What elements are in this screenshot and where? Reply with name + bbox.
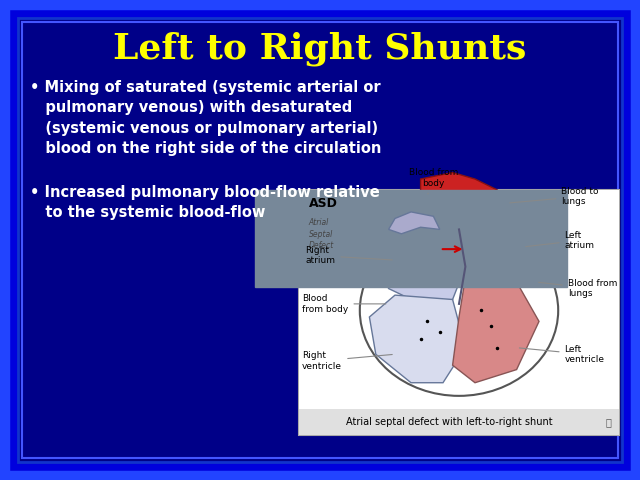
Text: Right
ventricle: Right ventricle — [302, 351, 392, 371]
Ellipse shape — [360, 225, 558, 396]
Text: ASD: ASD — [308, 197, 337, 210]
Text: Blood
from body: Blood from body — [302, 294, 386, 313]
FancyArrow shape — [255, 190, 567, 287]
Text: Right
atrium: Right atrium — [305, 246, 392, 265]
Bar — [299, 409, 619, 435]
Polygon shape — [388, 212, 440, 234]
Text: Atrial septal defect with left-to-right shunt: Atrial septal defect with left-to-right … — [346, 417, 553, 427]
Polygon shape — [420, 172, 507, 216]
Text: Blood from
body: Blood from body — [409, 168, 458, 194]
Text: • Increased pulmonary blood-flow relative
   to the systemic blood-flow: • Increased pulmonary blood-flow relativ… — [30, 185, 380, 220]
Bar — [299, 190, 619, 409]
Text: Blood to
lungs: Blood to lungs — [510, 187, 599, 206]
Text: ⎙: ⎙ — [605, 417, 611, 427]
Polygon shape — [369, 295, 465, 383]
Text: • Mixing of saturated (systemic arterial or
   pulmonary venous) with desaturate: • Mixing of saturated (systemic arterial… — [30, 80, 381, 156]
Text: Blood from
lungs: Blood from lungs — [539, 279, 617, 298]
Text: Left
atrium: Left atrium — [525, 231, 595, 250]
PathPatch shape — [376, 207, 465, 304]
Polygon shape — [459, 216, 542, 282]
Text: Left
ventricle: Left ventricle — [520, 345, 605, 364]
Polygon shape — [452, 277, 539, 383]
Bar — [299, 190, 619, 435]
Text: Left to Right Shunts: Left to Right Shunts — [113, 32, 527, 67]
Text: Atrial
Septal
Defect: Atrial Septal Defect — [308, 218, 334, 250]
